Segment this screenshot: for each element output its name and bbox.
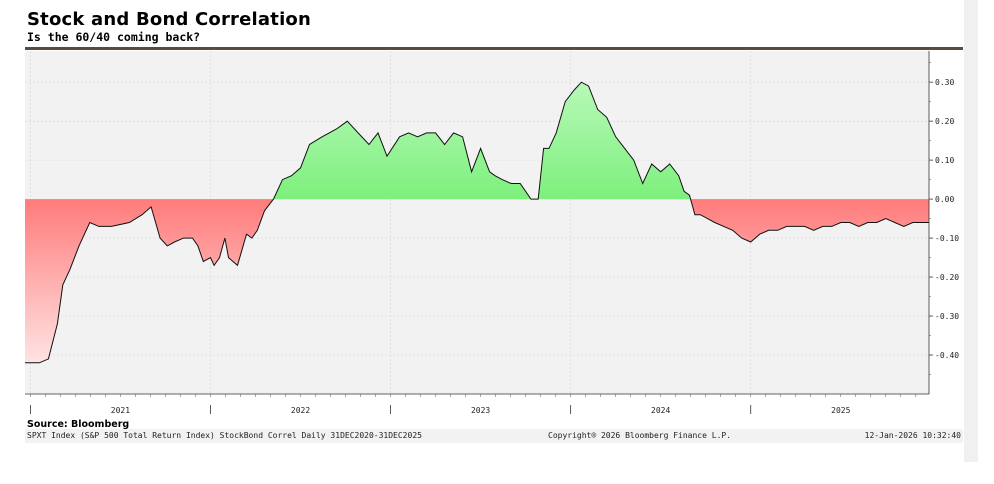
x-axis-ticks: 2021 2022 2023 2024 2025 <box>30 394 917 415</box>
footer-copyright: Copyright® 2026 Bloomberg Finance L.P. <box>548 431 732 440</box>
footer-timestamp: 12-Jan-2026 10:32:40 <box>864 431 961 440</box>
source-label: Source: Bloomberg <box>27 419 130 430</box>
x-tick-label: 2022 <box>291 406 310 415</box>
y-tick-label: 0.20 <box>935 117 954 126</box>
y-tick-label: -0.30 <box>935 312 959 321</box>
chart-subtitle: Is the 60/40 coming back? <box>27 30 201 44</box>
y-tick-label: 0.30 <box>935 78 954 87</box>
y-tick-label: -0.20 <box>935 273 959 282</box>
chart-title: Stock and Bond Correlation <box>27 9 312 30</box>
footer-bar <box>25 429 963 443</box>
y-tick-label: -0.40 <box>935 351 959 360</box>
x-axis-panel-background <box>25 394 963 416</box>
x-tick-label: 2021 <box>111 406 130 415</box>
y-tick-label: 0.00 <box>935 195 954 204</box>
top-band <box>25 47 963 50</box>
correlation-line <box>25 81 929 364</box>
positive-correlation-area <box>273 82 691 200</box>
y-axis-ticks: 0.30 0.20 0.10 0.00 -0.10 -0.20 -0.30 -0.40 <box>929 62 959 375</box>
negative-correlation-area <box>25 199 929 363</box>
area-layer <box>25 82 929 363</box>
footer-description: SPXT Index (S&P 500 Total Return Index) … <box>27 431 422 440</box>
axis-panel-background <box>929 51 963 394</box>
x-tick-label: 2023 <box>471 406 490 415</box>
x-tick-label: 2025 <box>831 406 850 415</box>
right-gutter <box>964 0 978 462</box>
correlation-chart: 0.30 0.20 0.10 0.00 -0.10 -0.20 -0.30 -0.40 202… <box>25 47 963 416</box>
y-tick-label: -0.10 <box>935 234 959 243</box>
y-tick-label: 0.10 <box>935 156 954 165</box>
x-tick-label: 2024 <box>651 406 670 415</box>
